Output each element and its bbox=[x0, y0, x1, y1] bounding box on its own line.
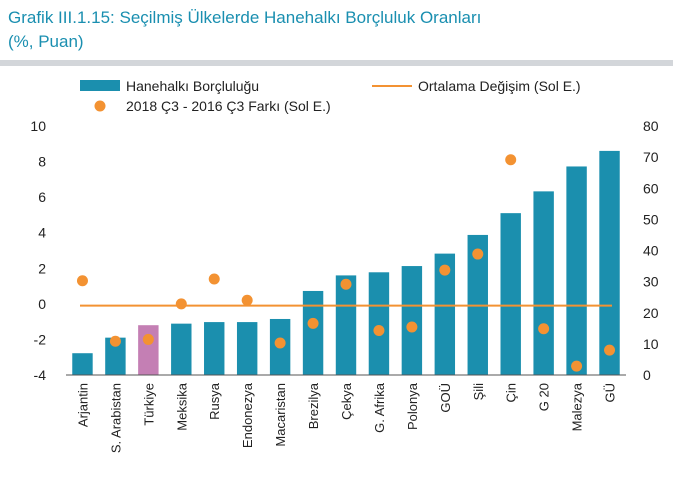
bar bbox=[599, 150, 620, 375]
scatter-point bbox=[505, 154, 517, 166]
legend-swatch-dot bbox=[94, 100, 106, 112]
bar bbox=[434, 253, 456, 375]
x-tick-label: G 20 bbox=[537, 383, 552, 411]
left-tick-label: 6 bbox=[38, 189, 46, 205]
bar bbox=[236, 322, 258, 375]
left-tick-label: 2 bbox=[38, 260, 46, 276]
bar bbox=[204, 322, 225, 375]
right-tick-label: 60 bbox=[643, 180, 659, 196]
bar bbox=[368, 272, 390, 375]
x-tick-label: Rusya bbox=[207, 382, 222, 420]
bar bbox=[500, 213, 521, 375]
scatter-point bbox=[241, 294, 253, 306]
x-tick-label: Şili bbox=[471, 383, 486, 400]
scatter-series bbox=[76, 154, 616, 372]
scatter-point bbox=[604, 344, 616, 356]
chart-title-line-1: Grafik III.1.15: Seçilmiş Ülkelerde Hane… bbox=[8, 8, 482, 27]
scatter-point bbox=[472, 248, 484, 260]
bar bbox=[401, 266, 423, 375]
x-tick-label: Malezya bbox=[570, 382, 585, 431]
bar bbox=[566, 166, 587, 375]
scatter-point bbox=[109, 335, 121, 347]
legend-label-dot: 2018 Ç3 - 2016 Ç3 Farkı (Sol E.) bbox=[126, 98, 331, 114]
scatter-point bbox=[274, 337, 286, 349]
right-tick-label: 50 bbox=[643, 211, 659, 227]
scatter-point bbox=[373, 325, 385, 337]
right-tick-label: 70 bbox=[643, 149, 659, 165]
x-tick-label: Arjantin bbox=[75, 383, 90, 427]
left-tick-label: 0 bbox=[38, 296, 46, 312]
x-tick-label: GÜ bbox=[603, 383, 618, 403]
scatter-point bbox=[175, 298, 187, 310]
right-tick-label: 80 bbox=[643, 118, 659, 134]
bar bbox=[335, 275, 357, 375]
x-tick-label: Türkiye bbox=[141, 383, 156, 426]
legend-swatch-bar bbox=[80, 80, 120, 91]
chart-title: Grafik III.1.15: Seçilmiş Ülkelerde Hane… bbox=[8, 6, 668, 54]
scatter-point bbox=[538, 323, 550, 335]
x-tick-label: Çekya bbox=[339, 382, 354, 420]
bar-series bbox=[72, 150, 620, 375]
left-tick-label: 4 bbox=[38, 225, 46, 241]
x-tick-label: GOÜ bbox=[438, 383, 453, 413]
legend: Hanehalkı Borçluluğu Ortalama Değişim (So… bbox=[80, 78, 581, 114]
x-tick-label: S. Arabistan bbox=[108, 383, 123, 453]
scatter-point bbox=[76, 275, 88, 287]
left-tick-label: -2 bbox=[34, 331, 47, 347]
x-tick-label: Brezilya bbox=[306, 382, 321, 429]
chart-title-line-2: (%, Puan) bbox=[8, 32, 84, 51]
x-tick-label: Polonya bbox=[405, 382, 420, 430]
x-tick-label: Endonezya bbox=[240, 382, 255, 448]
scatter-point bbox=[307, 317, 319, 329]
x-tick-label: Meksika bbox=[174, 382, 189, 430]
scatter-point bbox=[571, 360, 583, 372]
bar bbox=[171, 323, 192, 375]
bar bbox=[138, 325, 159, 375]
scatter-point bbox=[406, 321, 418, 333]
bar bbox=[302, 290, 324, 375]
bar bbox=[105, 337, 126, 375]
bar bbox=[533, 191, 554, 375]
right-tick-label: 10 bbox=[643, 336, 659, 352]
legend-label-line: Ortalama Değişim (Sol E.) bbox=[418, 78, 581, 94]
right-tick-label: 40 bbox=[643, 243, 659, 259]
axes: -4 -2 0 2 4 6 8 10 0 10 20 30 40 50 60 70 80 Arjantin S. A… bbox=[30, 118, 658, 453]
bar bbox=[72, 353, 93, 375]
scatter-point bbox=[340, 278, 352, 290]
x-tick-label: Macaristan bbox=[273, 383, 288, 447]
scatter-point bbox=[208, 273, 220, 285]
title-divider bbox=[0, 60, 673, 66]
scatter-point bbox=[142, 333, 154, 345]
right-tick-label: 0 bbox=[643, 367, 651, 383]
x-tick-label: Çin bbox=[504, 383, 519, 403]
legend-label-bar: Hanehalkı Borçluluğu bbox=[126, 78, 259, 94]
right-tick-label: 20 bbox=[643, 305, 659, 321]
left-tick-label: -4 bbox=[34, 367, 47, 383]
scatter-point bbox=[439, 264, 451, 276]
left-tick-label: 10 bbox=[30, 118, 46, 134]
left-tick-label: 8 bbox=[38, 154, 46, 170]
right-tick-label: 30 bbox=[643, 274, 659, 290]
x-tick-label: G. Afrika bbox=[372, 382, 387, 433]
